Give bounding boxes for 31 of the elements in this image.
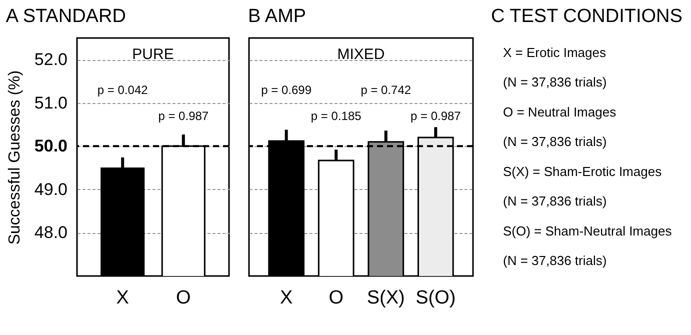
y-tick-label: 51.0 bbox=[34, 93, 68, 112]
text: (N = 37,836 trials) bbox=[503, 194, 607, 209]
annotation: p = 0.699 bbox=[261, 83, 312, 97]
x-tick-label: X bbox=[280, 288, 293, 308]
annotation: p = 0.185 bbox=[310, 109, 362, 123]
text: C TEST CONDITIONS bbox=[491, 6, 682, 27]
text: O = Neutral Images bbox=[503, 104, 617, 120]
y-tick-label: 50.0 bbox=[34, 136, 68, 156]
y-tick-label: 49.0 bbox=[34, 180, 68, 199]
y-tick-label: 48.0 bbox=[34, 223, 68, 242]
annotation: p = 0.042 bbox=[97, 83, 148, 97]
text: (N = 37,836 trials) bbox=[503, 74, 607, 90]
text: (N = 37,836 trials) bbox=[503, 253, 607, 268]
text: S(X) = Sham-Erotic Images bbox=[503, 164, 662, 179]
text: B AMP bbox=[248, 6, 306, 27]
text: (N = 37,836 trials) bbox=[503, 134, 607, 150]
text: PURE bbox=[132, 46, 174, 63]
y-tick-label: 52.0 bbox=[34, 50, 68, 70]
x-tick-label: O bbox=[328, 288, 344, 308]
annotation: p = 0.987 bbox=[410, 109, 462, 123]
annotation: p = 0.987 bbox=[158, 109, 209, 123]
x-tick-label: S(O) bbox=[416, 288, 456, 308]
annotation: p = 0.742 bbox=[360, 83, 412, 97]
y-axis-title: Successful Guesses (%) bbox=[6, 70, 24, 245]
x-tick-label: O bbox=[176, 288, 191, 308]
x-tick-label: S(X) bbox=[366, 288, 405, 308]
x-tick-label: X bbox=[116, 288, 130, 308]
text: X = Erotic Images bbox=[503, 44, 606, 60]
text: S(O) = Sham-Neutral Images bbox=[503, 223, 672, 238]
text: MIXED bbox=[337, 46, 385, 63]
text: A STANDARD bbox=[6, 6, 126, 27]
